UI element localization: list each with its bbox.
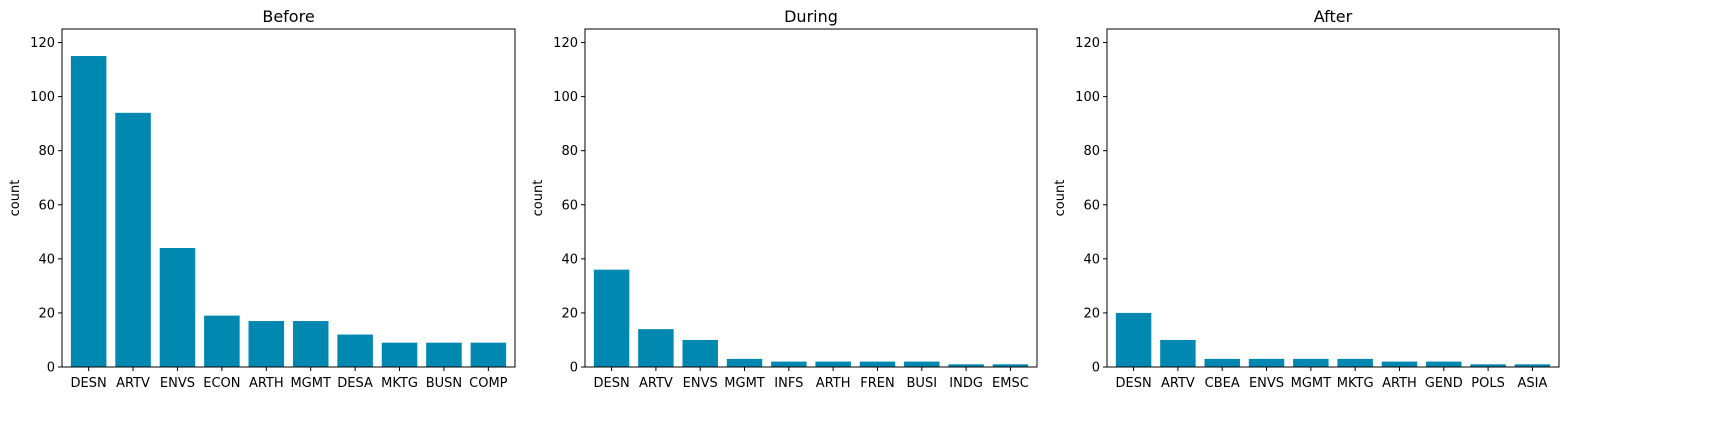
y-tick-label: 0 (47, 361, 55, 376)
bar-infs (771, 361, 807, 367)
x-tick-label: POLS (1471, 376, 1505, 391)
bar-artv (115, 112, 151, 367)
subplot-after: 0 20 40 60 80 100 120 DESN ARTV CBEA ENVS MGMT MKTG A… (1053, 7, 1560, 391)
bar-asia (1514, 364, 1551, 367)
bar-busn (426, 342, 462, 367)
y-tick-label: 100 (1075, 90, 1100, 105)
bar-desn (70, 56, 107, 367)
bar-envs (159, 248, 196, 367)
chart-title: Before (262, 7, 314, 26)
bar-cbea (1204, 358, 1240, 367)
bar-pols (1470, 364, 1506, 367)
bar-envs (1248, 358, 1285, 367)
y-tick-label: 80 (561, 144, 578, 159)
y-tick-label: 60 (561, 198, 578, 213)
x-tick-label: MGMT (1291, 376, 1332, 391)
bar-arth (1381, 361, 1418, 367)
x-tick-label: EMSC (992, 376, 1029, 391)
y-tick-label: 80 (38, 144, 55, 159)
x-tick-label: ASIA (1517, 376, 1547, 391)
x-tick-label: ARTV (1161, 376, 1195, 391)
x-tick-label: ARTV (639, 376, 673, 391)
bar-mgmt (726, 358, 763, 367)
y-tick-label: 40 (561, 252, 578, 267)
bar-artv (638, 329, 674, 367)
x-tick-label: ARTH (249, 376, 284, 391)
bar-indg (948, 364, 984, 367)
x-tick-label: INDG (949, 376, 983, 391)
bar-emsc (992, 364, 1029, 367)
x-tick-label: FREN (860, 376, 894, 391)
bar-mgmt (1293, 358, 1329, 367)
bar-arth (248, 321, 285, 367)
x-tick-label: ARTV (116, 376, 150, 391)
y-axis-label: count (1053, 180, 1068, 217)
x-tick-label: COMP (469, 376, 508, 391)
x-tick-label: BUSI (907, 376, 938, 391)
y-tick-label: 60 (38, 198, 55, 213)
x-tick-label: ECON (203, 376, 240, 391)
y-tick-label: 80 (1083, 144, 1100, 159)
x-tick-label: MGMT (290, 376, 331, 391)
y-tick-label: 20 (1083, 306, 1100, 321)
bar-gend (1426, 361, 1462, 367)
subplot-before: 0 20 40 60 80 100 120 DESN ARTV ENVS ECON ARTH MGMT D… (8, 7, 516, 391)
y-tick-label: 0 (1092, 361, 1100, 376)
y-tick-label: 20 (38, 306, 55, 321)
x-tick-label: CBEA (1205, 376, 1240, 391)
y-tick-label: 100 (553, 90, 578, 105)
subplot-during: 0 20 40 60 80 100 120 DESN ARTV ENVS MGMT INFS ARTH F… (531, 7, 1038, 391)
y-tick-label: 40 (38, 252, 55, 267)
x-tick-label: GEND (1425, 376, 1463, 391)
x-tick-label: ARTH (816, 376, 851, 391)
y-tick-label: 40 (1083, 252, 1100, 267)
bar-mgmt (292, 321, 329, 367)
bar-econ (204, 315, 240, 367)
x-tick-label: MGMT (724, 376, 765, 391)
chart-title: During (784, 7, 838, 26)
x-tick-label: ENVS (1249, 376, 1284, 391)
y-tick-label: 20 (561, 306, 578, 321)
y-axis-label: count (531, 180, 546, 217)
y-tick-label: 120 (553, 36, 578, 51)
x-tick-label: DESN (593, 376, 629, 391)
chart-title: After (1314, 7, 1353, 26)
bar-desn (1115, 312, 1152, 367)
bar-comp (470, 342, 507, 367)
bar-fren (859, 361, 896, 367)
x-tick-label: MKTG (381, 376, 418, 391)
x-tick-label: MKTG (1337, 376, 1374, 391)
y-tick-label: 60 (1083, 198, 1100, 213)
x-tick-label: DESN (1115, 376, 1151, 391)
bar-desn (593, 269, 630, 367)
plot-frame (584, 28, 1038, 368)
y-axis-label: count (8, 180, 23, 217)
y-tick-label: 0 (570, 361, 578, 376)
x-tick-label: DESN (71, 376, 107, 391)
x-tick-label: INFS (774, 376, 803, 391)
x-tick-label: ARTH (1382, 376, 1417, 391)
bar-arth (815, 361, 851, 367)
bar-mktg (381, 342, 418, 367)
x-tick-label: BUSN (426, 376, 462, 391)
bar-desa (337, 334, 373, 367)
plot-frame (1106, 28, 1560, 368)
y-tick-label: 120 (30, 36, 55, 51)
plot-frame (61, 28, 516, 368)
bar-artv (1160, 339, 1196, 367)
x-tick-label: ENVS (160, 376, 195, 391)
bar-envs (682, 339, 718, 367)
x-tick-label: ENVS (683, 376, 718, 391)
y-tick-label: 120 (1075, 36, 1100, 51)
bar-busi (904, 361, 940, 367)
x-tick-label: DESA (337, 376, 373, 391)
bar-mktg (1337, 358, 1373, 367)
y-tick-label: 100 (30, 90, 55, 105)
